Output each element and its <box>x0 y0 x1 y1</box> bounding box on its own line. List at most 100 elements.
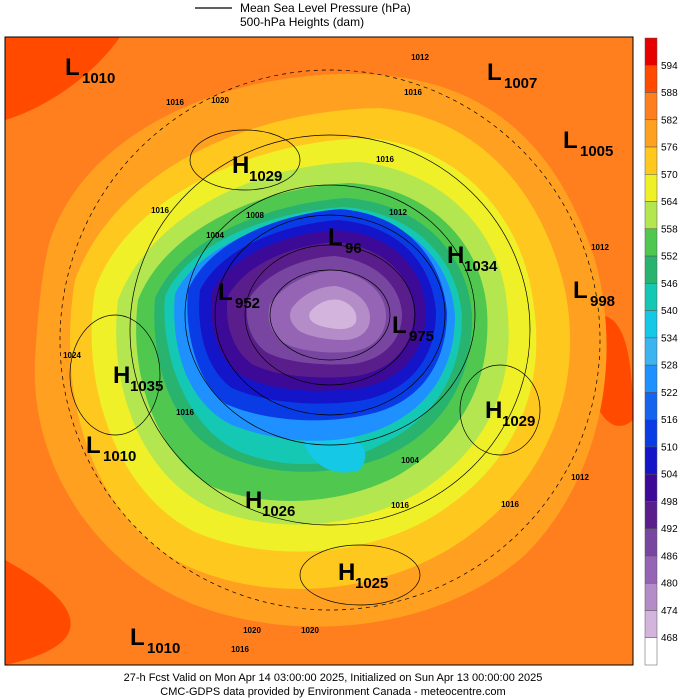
center-value: 1010 <box>147 640 180 657</box>
colorbar-swatch <box>644 637 658 666</box>
colorbar-swatch <box>644 419 658 448</box>
center-letter: L <box>86 432 101 459</box>
footer-source: CMC-GDPS data provided by Environment Ca… <box>160 686 505 698</box>
isobar <box>129 134 531 526</box>
warm-patch <box>5 37 120 120</box>
pressure-center: L 1005 <box>563 127 613 160</box>
pressure-center: L 96 <box>328 224 362 257</box>
pressure-center: H 1034 <box>447 242 498 275</box>
legend-mslp: Mean Sea Level Pressure (hPa) <box>240 1 411 15</box>
pressure-center: L 1010 <box>130 624 180 657</box>
contour-label: 1016 <box>376 155 394 164</box>
pressure-center: L 975 <box>392 312 434 345</box>
center-value: 1034 <box>464 258 498 275</box>
colorbar-label: 540 <box>661 306 678 317</box>
colorbar: 594 588 582 576 570 564 558 552 546 540 534 528 522 5… <box>644 37 678 666</box>
center-letter: H <box>338 559 355 586</box>
colorbar-label: 498 <box>661 497 678 508</box>
colorbar-swatch <box>644 228 658 257</box>
colorbar-swatch <box>644 364 658 393</box>
colorbar-label: 504 <box>661 470 678 481</box>
center-letter: H <box>447 242 464 269</box>
colorbar-label: 510 <box>661 442 678 453</box>
colorbar-swatch <box>644 283 658 311</box>
contour-label: 1016 <box>404 88 422 97</box>
center-value: 96 <box>345 240 362 257</box>
colorbar-swatch <box>644 582 658 611</box>
warm-patch <box>5 560 71 665</box>
colorbar-label: 588 <box>661 88 678 99</box>
contour-label: 1008 <box>246 211 264 220</box>
isobar <box>244 244 416 386</box>
center-value: 1035 <box>130 378 163 395</box>
center-letter: L <box>328 224 343 251</box>
contour-label: 1012 <box>591 243 609 252</box>
contour-label: 1016 <box>166 98 184 107</box>
pressure-center: H 1029 <box>485 397 535 430</box>
colorbar-swatch <box>644 146 658 175</box>
center-value: 998 <box>590 293 615 310</box>
contour-label: 1012 <box>411 53 429 62</box>
colorbar-swatch <box>644 555 658 584</box>
colorbar-label: 522 <box>661 388 678 399</box>
colorbar-label: 582 <box>661 115 678 126</box>
colorbar-label: 492 <box>661 524 678 535</box>
colorbar-label: 534 <box>661 333 678 344</box>
colorbar-swatch <box>644 501 658 529</box>
isobar <box>69 314 161 436</box>
isobar <box>269 269 391 361</box>
colorbar-label: 468 <box>661 633 678 644</box>
colorbar-swatch <box>644 528 658 557</box>
legend-heights: 500-hPa Heights (dam) <box>240 15 364 29</box>
colorbar-label: 594 <box>661 61 678 72</box>
isobar <box>184 184 476 446</box>
pressure-center: H 1025 <box>338 559 388 592</box>
contour-labels: 1016 1020 1016 1012 1016 1012 1008 1004 1016 1024… <box>63 53 609 654</box>
colorbar-label: 564 <box>661 197 678 208</box>
contour-label: 1020 <box>243 626 261 635</box>
center-value: 1010 <box>103 448 136 465</box>
colorbar-label: 486 <box>661 551 678 562</box>
colorbar-label: 528 <box>661 361 678 372</box>
contour-label: 1016 <box>176 408 194 417</box>
colorbar-swatch <box>644 65 658 93</box>
center-letter: H <box>485 397 502 424</box>
colorbar-swatch <box>644 473 658 502</box>
colorbar-swatch <box>644 37 658 66</box>
center-letter: L <box>130 624 145 651</box>
center-letter: L <box>487 59 502 86</box>
center-value: 1026 <box>262 503 295 520</box>
center-letter: L <box>218 279 233 306</box>
isobars <box>59 69 601 611</box>
center-letter: L <box>573 277 588 304</box>
center-letter: H <box>245 487 262 514</box>
contour-label: 1004 <box>206 231 224 240</box>
colorbar-swatch <box>644 201 658 230</box>
colorbar-label: 570 <box>661 170 678 181</box>
colorbar-label: 546 <box>661 279 678 290</box>
contour-label: 1016 <box>391 501 409 510</box>
center-value: 1010 <box>82 70 115 87</box>
colorbar-label: 576 <box>661 143 678 154</box>
isobar <box>299 544 421 606</box>
center-letter: L <box>563 127 578 154</box>
colorbar-label: 516 <box>661 415 678 426</box>
pressure-center: L 1010 <box>86 432 136 465</box>
pressure-center: H 1029 <box>232 152 282 185</box>
colorbar-label: 474 <box>661 606 678 617</box>
center-letter: H <box>113 362 130 389</box>
map-frame <box>4 36 634 666</box>
pressure-center: H 1026 <box>245 487 295 520</box>
contour-label: 1024 <box>63 351 81 360</box>
colorbar-label: 552 <box>661 252 678 263</box>
isobar <box>214 214 446 416</box>
footer-valid: 27-h Fcst Valid on Mon Apr 14 03:00:00 2… <box>124 672 543 684</box>
contour-label: 1020 <box>211 96 229 105</box>
center-value: 1025 <box>355 575 388 592</box>
contour-label: 1016 <box>151 206 169 215</box>
pressure-center: L 1007 <box>487 59 537 92</box>
